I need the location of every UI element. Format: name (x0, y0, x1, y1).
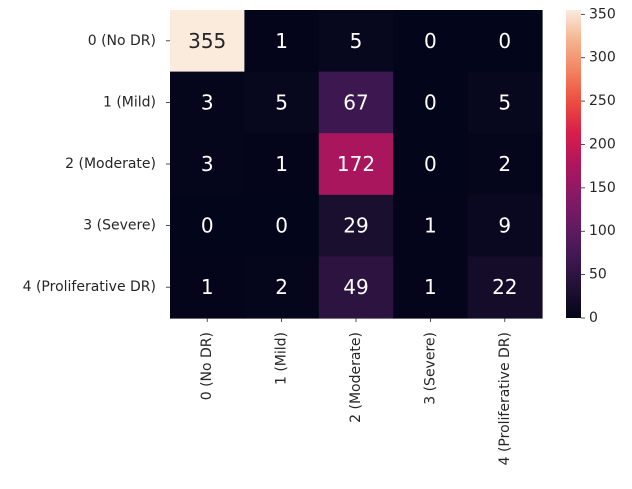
heatmap-cell (170, 71, 245, 134)
x-tick-label: 2 (Moderate) (348, 332, 364, 423)
heatmap-cell (318, 194, 394, 257)
heatmap-cell-label: 5 (275, 90, 288, 114)
colorbar-tick-label: 50 (589, 267, 607, 283)
heatmap-cells (170, 10, 543, 319)
heatmap-cell (393, 194, 469, 257)
heatmap-cell-label: 1 (424, 275, 437, 299)
y-tick-label: 4 (Proliferative DR) (23, 279, 156, 295)
y-tick-label: 1 (Mild) (103, 94, 156, 110)
colorbar-tick-label: 250 (589, 93, 616, 109)
colorbar-tick-label: 100 (589, 223, 616, 239)
heatmap-cell (244, 194, 320, 257)
heatmap-cell-label: 1 (275, 152, 288, 176)
heatmap-cell-label: 172 (337, 152, 375, 176)
heatmap-cell (467, 194, 543, 257)
colorbar-gradient (566, 10, 581, 318)
heatmap-cell-label: 3 (201, 90, 214, 114)
heatmap-cell-label: 2 (498, 152, 511, 176)
heatmap-cell-label: 3 (201, 152, 214, 176)
heatmap-cell-label: 0 (498, 29, 511, 53)
heatmap-cell (170, 194, 245, 257)
y-tick-label: 3 (Severe) (83, 218, 156, 234)
heatmap-cell-label: 0 (424, 90, 437, 114)
colorbar-ticks: 0 50 100 150 200 250 300 350 (581, 6, 616, 326)
colorbar: 0 50 100 150 200 250 300 350 (566, 6, 616, 326)
heatmap-cell (170, 10, 245, 73)
heatmap-cell-label: 22 (492, 275, 517, 299)
heatmap-cell (467, 71, 543, 134)
heatmap-cell (244, 133, 320, 196)
heatmap-cell (393, 133, 469, 196)
x-tick-label: 1 (Mild) (274, 332, 290, 385)
heatmap-cell (318, 133, 394, 196)
x-tick-label: 4 (Proliferative DR) (497, 332, 513, 465)
y-tick-labels: 0 (No DR) 1 (Mild) 2 (Moderate) 3 (Severe) 4… (23, 33, 170, 295)
x-tick-label: 3 (Severe) (422, 332, 438, 405)
heatmap-cell-label: 0 (424, 152, 437, 176)
heatmap-cell-label: 0 (424, 29, 437, 53)
heatmap-cell (318, 256, 394, 319)
heatmap-cell (244, 256, 320, 319)
heatmap-cell-label: 1 (201, 275, 214, 299)
heatmap-cell (393, 10, 469, 73)
x-tick-labels: 0 (No DR) 1 (Mild) 2 (Moderate) 3 (Severe) 4… (199, 318, 513, 465)
heatmap-cell-label: 355 (188, 29, 226, 53)
heatmap-cell-label: 67 (343, 90, 368, 114)
heatmap-cell-label: 29 (343, 214, 368, 238)
heatmap-cell (170, 256, 245, 319)
heatmap-cell-label: 0 (201, 214, 214, 238)
y-tick-label: 0 (No DR) (88, 33, 156, 49)
x-tick-label: 0 (No DR) (199, 332, 215, 400)
heatmap-cell-label: 9 (498, 214, 511, 238)
heatmap-cell (244, 71, 320, 134)
heatmap-cell-labels: 355 1 5 0 0 3 5 67 0 5 3 1 172 0 2 0 0 29 1 9 1 2 49 1 22 (188, 29, 517, 299)
colorbar-tick-label: 0 (589, 310, 598, 326)
heatmap-cell (244, 10, 320, 73)
heatmap-cell (393, 71, 469, 134)
colorbar-tick-label: 200 (589, 136, 616, 152)
heatmap-cell (318, 71, 394, 134)
heatmap-cell-label: 1 (275, 29, 288, 53)
heatmap-cell-label: 1 (424, 214, 437, 238)
y-tick-label: 2 (Moderate) (65, 156, 156, 172)
heatmap-cell-label: 0 (275, 214, 288, 238)
heatmap-cell-label: 49 (343, 275, 368, 299)
heatmap-cell-label: 5 (350, 29, 363, 53)
heatmap-cell (467, 133, 543, 196)
colorbar-tick-label: 350 (589, 6, 616, 22)
heatmap-cell (318, 10, 394, 73)
heatmap-cell (170, 133, 245, 196)
heatmap-cell (467, 10, 543, 73)
colorbar-tick-label: 300 (589, 50, 616, 66)
heatmap-cell (393, 256, 469, 319)
heatmap-cell-label: 5 (498, 90, 511, 114)
heatmap-cell-label: 2 (275, 275, 288, 299)
heatmap-cell (467, 256, 543, 319)
colorbar-tick-label: 150 (589, 180, 616, 196)
